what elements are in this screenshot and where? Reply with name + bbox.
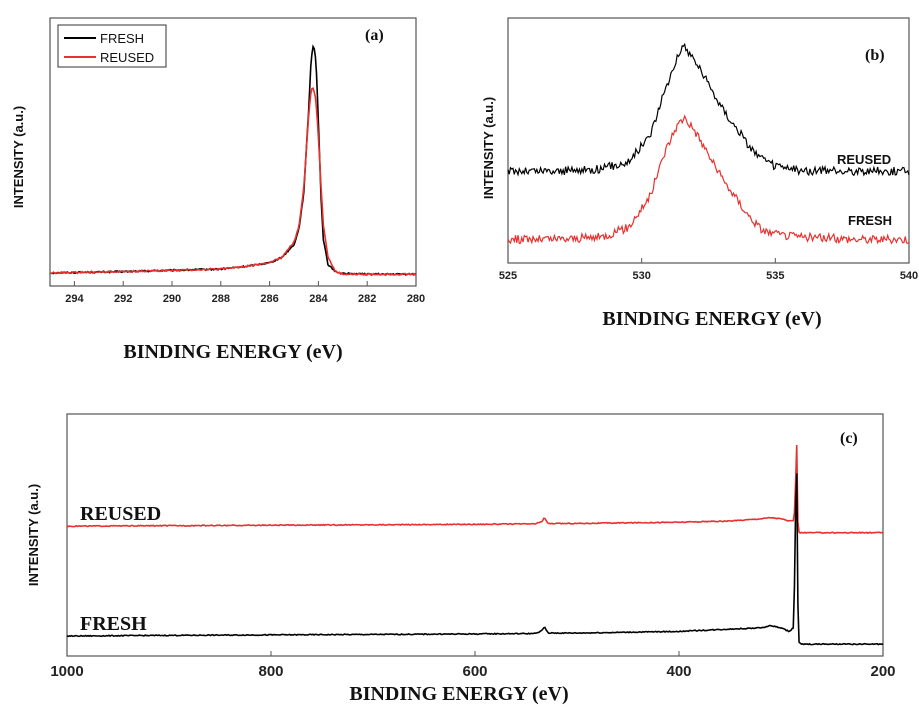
- xtick-label: 286: [260, 293, 278, 305]
- xtick-label: 800: [258, 663, 283, 680]
- xtick-label: 294: [65, 293, 84, 305]
- xtick-label: 284: [309, 293, 328, 305]
- xtick-label: 280: [407, 293, 425, 305]
- panel-c-series: [66, 444, 884, 646]
- xtick-label: 530: [632, 270, 650, 282]
- xtick-label: 525: [499, 270, 517, 282]
- panel-a-label: (a): [365, 27, 384, 44]
- xtick-label: 535: [766, 270, 784, 282]
- xtick-label: 290: [163, 293, 181, 305]
- series-line-fresh: [66, 473, 884, 646]
- series-line-fresh: [49, 44, 417, 277]
- panel-b-series-label-fresh: FRESH: [848, 213, 892, 228]
- series-line-reused: [66, 444, 884, 535]
- panel-c-label: (c): [840, 430, 858, 447]
- legend-box: [57, 24, 167, 68]
- panel-c-xlabel: BINDING ENERGY (eV): [349, 683, 568, 705]
- xtick-label: 288: [212, 293, 230, 305]
- xtick-label: 600: [462, 663, 487, 680]
- panel-b-xticks: 525 530 535 540: [499, 258, 918, 282]
- panel-a-xlabel: BINDING ENERGY (eV): [123, 341, 342, 363]
- panel-c-frame: [66, 413, 884, 657]
- panel-c-ylabel: INTENSITY (a.u.): [26, 484, 41, 586]
- panel-c-series-label-fresh: FRESH: [80, 613, 147, 635]
- xtick-label: 400: [666, 663, 691, 680]
- panel-b: 525 530 535 540 (b) REUSED FRESH BINDING EN…: [481, 17, 918, 330]
- panel-b-frame: [507, 17, 910, 264]
- xtick-label: 292: [114, 293, 132, 305]
- series-line-reused: [507, 42, 910, 177]
- panel-a-legend: FRESH REUSED: [57, 24, 167, 68]
- panel-c: 1000 800 600 400 200 (c) REUSED FRESH BINDIN…: [26, 413, 896, 705]
- panel-b-series-label-reused: REUSED: [837, 152, 891, 167]
- panel-b-series: [507, 42, 910, 245]
- panel-a-series: [49, 44, 417, 277]
- panel-b-ylabel: INTENSITY (a.u.): [481, 97, 496, 199]
- series-line-fresh: [507, 114, 910, 245]
- xtick-label: 1000: [50, 663, 83, 680]
- series-line-reused: [49, 87, 417, 276]
- panel-a-xticks: 294 292 290 288 286 284 282 280: [65, 281, 425, 305]
- legend-label-fresh: FRESH: [100, 31, 144, 46]
- panel-b-label: (b): [865, 47, 885, 64]
- panel-a-frame: [49, 17, 417, 287]
- xtick-label: 540: [900, 270, 918, 282]
- panel-c-xticks: 1000 800 600 400 200: [50, 651, 896, 680]
- xtick-label: 282: [358, 293, 376, 305]
- panel-a-ylabel: INTENSITY (a.u.): [11, 106, 26, 208]
- legend-label-reused: REUSED: [100, 50, 154, 65]
- xtick-label: 200: [870, 663, 895, 680]
- panel-c-series-label-reused: REUSED: [80, 503, 161, 525]
- panel-a: 294 292 290 288 286 284 282 280 (a) BINDING ENE…: [11, 17, 425, 363]
- panel-b-xlabel: BINDING ENERGY (eV): [602, 308, 821, 330]
